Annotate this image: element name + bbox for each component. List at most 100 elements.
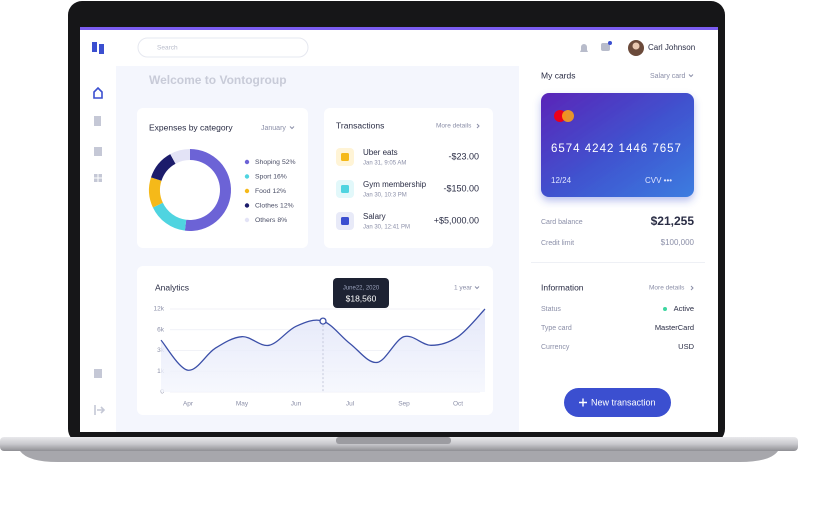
legend-swatch <box>244 217 250 223</box>
tooltip-value: $18,560 <box>346 293 377 303</box>
avatar-face <box>632 42 640 50</box>
tooltip <box>333 278 389 308</box>
transactions-more[interactable]: More details <box>436 123 472 130</box>
nav-grid[interactable] <box>94 174 102 182</box>
legend-swatch <box>244 188 250 194</box>
info-value: Active <box>674 304 694 313</box>
x-tick-label: Sep <box>398 401 410 408</box>
cards-selector[interactable]: Salary card <box>650 73 686 80</box>
transaction-date: Jan 31, 9:05 AM <box>363 161 406 167</box>
legend-swatch <box>244 174 250 179</box>
legend-name: Clothes <box>255 202 279 209</box>
legend-name: Food <box>255 188 271 195</box>
laptop-notch <box>336 437 451 444</box>
x-tick-label: Apr <box>183 401 194 408</box>
transaction-name: Gym membership <box>363 180 427 189</box>
chat-icon[interactable] <box>601 43 610 51</box>
donut-segment <box>170 149 190 164</box>
info-label: Status <box>541 306 561 313</box>
legend-value: 52% <box>282 159 296 166</box>
bell-icon[interactable] <box>580 44 588 52</box>
nav-wallet[interactable] <box>94 147 102 156</box>
status-dot <box>663 307 667 311</box>
info-value: MasterCard <box>655 323 694 332</box>
chat-badge <box>608 41 612 45</box>
donut-chart <box>149 149 232 231</box>
more-caret <box>476 123 480 129</box>
credit-card[interactable] <box>541 93 694 197</box>
hover-point <box>319 317 327 325</box>
nav-book[interactable] <box>94 369 102 378</box>
nav-home[interactable] <box>93 86 103 99</box>
y-tick-label: 12k <box>154 306 165 313</box>
more-caret <box>690 285 694 291</box>
welcome-title: Welcome to Vontogroup <box>149 73 287 87</box>
legend-name: Sport <box>255 173 271 180</box>
x-tick-label: Oct <box>453 401 463 408</box>
limit-value: $100,000 <box>661 238 695 247</box>
transaction-icon-glyph <box>341 185 349 193</box>
card-number: 6574 4242 1446 7657 <box>551 143 682 155</box>
balance-label: Card balance <box>541 219 583 226</box>
legend-entry: Clothes 12% <box>255 202 294 209</box>
button-label: New transaction <box>591 397 656 407</box>
legend-name: Shoping <box>255 159 280 166</box>
user-name: Carl Johnson <box>648 43 695 52</box>
expenses-title: Expenses by category <box>149 122 233 132</box>
divider <box>531 262 705 263</box>
plus-icon <box>579 398 587 407</box>
transaction-name: Salary <box>363 212 386 221</box>
transaction-icon-glyph <box>341 153 349 161</box>
information-rows: Status Active Type card MasterCard Currency U… <box>541 304 695 351</box>
legend-swatch <box>244 159 250 165</box>
transaction-amount: +$5,000.00 <box>434 215 479 225</box>
y-tick-label: 1k <box>157 368 165 375</box>
logo <box>92 42 104 54</box>
legend-value: 16% <box>273 173 287 180</box>
donut-segment <box>152 202 187 231</box>
dropdown-caret <box>289 126 295 130</box>
tooltip-date: June22, 2020 <box>343 286 380 292</box>
dropdown-caret <box>688 74 694 78</box>
card-cvv: CVV ••• <box>645 176 672 185</box>
y-tick-label: 3k <box>157 347 165 354</box>
transactions-title: Transactions <box>336 120 384 130</box>
legend-entry: Sport 16% <box>255 173 287 180</box>
search-placeholder: Search <box>157 45 178 52</box>
info-value: USD <box>678 342 694 351</box>
legend-name: Others <box>255 217 276 224</box>
information-more[interactable]: More details <box>649 285 685 292</box>
laptop-base-bottom <box>20 451 778 462</box>
balance-value: $21,255 <box>651 214 695 228</box>
nav-logout[interactable] <box>94 405 106 415</box>
donut-segment <box>149 177 163 208</box>
x-tick-label: May <box>236 401 249 408</box>
search-box[interactable] <box>137 37 309 58</box>
screen-top-bar <box>80 27 718 30</box>
legend-value: 12% <box>280 202 294 209</box>
cards-title: My cards <box>541 70 575 80</box>
analytics-period[interactable]: 1 year <box>454 285 473 292</box>
legend-value: 12% <box>273 188 287 195</box>
info-label: Type card <box>541 325 572 332</box>
transactions-card <box>324 108 493 248</box>
x-tick-label: Jul <box>346 401 355 408</box>
donut-legend: Shoping 52%Sport 16%Food 12%Clothes 12%Other… <box>244 159 296 224</box>
transaction-icon-glyph <box>341 217 349 225</box>
transaction-amount: -$150.00 <box>443 183 479 193</box>
expenses-period[interactable]: January <box>261 125 286 132</box>
x-tick-label: Jun <box>291 401 302 408</box>
transaction-date: Jan 30, 12:41 PM <box>363 225 410 231</box>
card-expiry: 12/24 <box>551 176 572 185</box>
transaction-amount: -$23.00 <box>448 151 479 161</box>
legend-entry: Others 8% <box>255 217 287 224</box>
new-transaction-button[interactable] <box>564 388 671 417</box>
dropdown-caret <box>474 286 480 290</box>
info-label: Currency <box>541 344 570 351</box>
transaction-name: Uber eats <box>363 148 398 157</box>
nav-docs[interactable] <box>94 116 101 126</box>
legend-entry: Food 12% <box>255 188 286 195</box>
donut-segment <box>184 149 232 231</box>
